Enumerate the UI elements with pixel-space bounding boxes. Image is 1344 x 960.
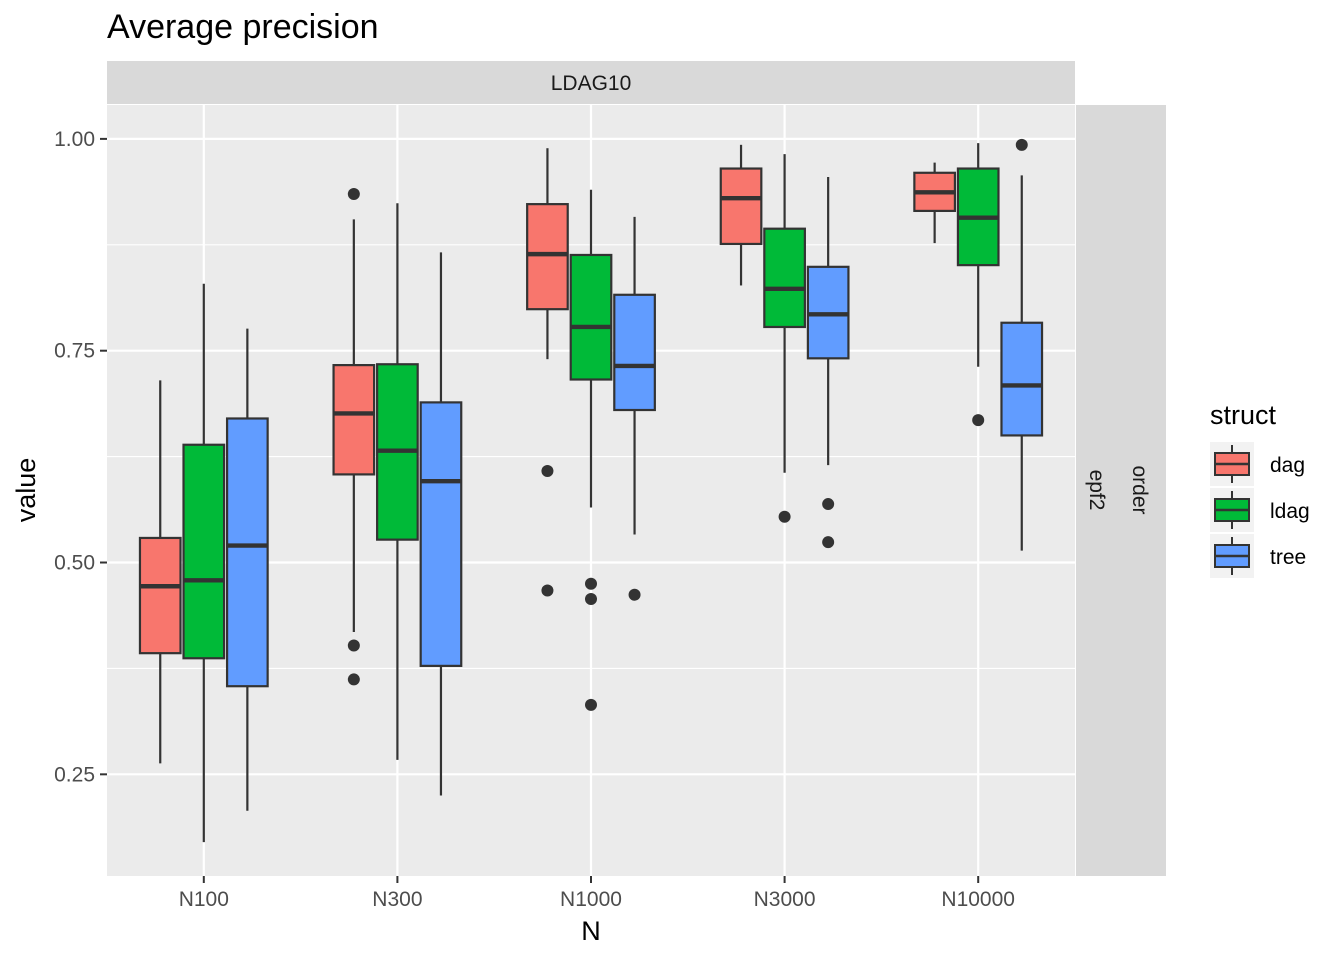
legend-item-dag: dag: [1210, 442, 1305, 486]
outlier-point-0: [541, 465, 554, 478]
outlier-point-1: [822, 536, 835, 549]
box-ldag-N300: [376, 203, 419, 760]
box-iqr: [1000, 321, 1044, 437]
outlier-point-2: [347, 673, 360, 686]
box-ldag-N100: [182, 283, 226, 843]
box-ldag-N1000: [569, 189, 613, 711]
box-iqr: [763, 227, 806, 329]
outlier-point-1: [347, 639, 360, 652]
outlier-point-2: [585, 698, 597, 711]
facet-strip-right-label-epf2: epf2: [1085, 470, 1108, 511]
box-iqr: [138, 536, 182, 655]
facet-strip-top-label: LDAG10: [551, 72, 632, 95]
x-tick-label-4: N10000: [941, 888, 1015, 911]
outlier-point-0: [972, 414, 985, 427]
x-axis-title: N: [581, 916, 601, 946]
x-tick-label-0: N100: [179, 888, 229, 911]
box-ldag-N10000: [956, 143, 1000, 427]
legend-label-ldag: ldag: [1270, 500, 1310, 523]
box-iqr: [419, 401, 463, 667]
outlier-point-0: [778, 510, 791, 523]
boxes: [138, 138, 1044, 843]
outlier-point-1: [585, 592, 597, 605]
box-iqr: [225, 417, 269, 688]
box-tree-N100: [225, 328, 269, 811]
box-dag-N300: [332, 187, 376, 686]
facet-strip-right: [1076, 105, 1166, 876]
y-tick-label-3: 1.00: [54, 128, 95, 151]
box-dag-N1000: [526, 148, 569, 597]
legend: struct dag ldag tree: [1210, 400, 1310, 578]
outlier-point-0: [822, 498, 835, 511]
legend-item-ldag: ldag: [1210, 488, 1310, 532]
outlier-point-0: [1015, 138, 1028, 151]
outlier-point-0: [585, 577, 597, 590]
facet-strip-right-label-order: order: [1128, 465, 1151, 514]
legend-item-tree: tree: [1210, 534, 1306, 578]
box-dag-N3000: [719, 144, 763, 286]
box-tree-N10000: [1000, 138, 1044, 551]
y-axis-title: value: [11, 458, 41, 523]
y-tick-label-1: 0.50: [54, 552, 95, 575]
chart-title: Average precision: [107, 8, 379, 46]
box-tree-N300: [419, 252, 463, 796]
x-tick-label-2: N1000: [560, 888, 622, 911]
box-iqr: [613, 293, 656, 412]
box-ldag-N3000: [763, 154, 806, 523]
y-axis: 0.25 0.50 0.75 1.00: [54, 128, 107, 786]
box-dag-N100: [138, 380, 182, 764]
outlier-point-0: [628, 588, 641, 601]
x-tick-label-1: N300: [372, 888, 422, 911]
y-tick-label-2: 0.75: [54, 340, 95, 363]
outlier-point-1: [541, 584, 554, 597]
legend-title: struct: [1210, 400, 1277, 430]
box-iqr: [569, 253, 613, 381]
x-axis: N100 N300 N1000 N3000 N10000: [179, 876, 1015, 911]
box-dag-N10000: [913, 162, 957, 244]
y-tick-label-0: 0.25: [54, 763, 95, 786]
box-iqr: [719, 167, 763, 246]
facet-strip-top: [107, 61, 1075, 104]
box-iqr: [182, 443, 226, 660]
legend-label-tree: tree: [1270, 546, 1306, 569]
box-tree-N3000: [806, 177, 850, 549]
x-tick-label-3: N3000: [754, 888, 816, 911]
box-tree-N1000: [613, 216, 656, 601]
box-iqr: [526, 203, 569, 311]
box-iqr: [332, 364, 376, 476]
outlier-point-0: [347, 187, 360, 200]
legend-label-dag: dag: [1270, 454, 1305, 477]
